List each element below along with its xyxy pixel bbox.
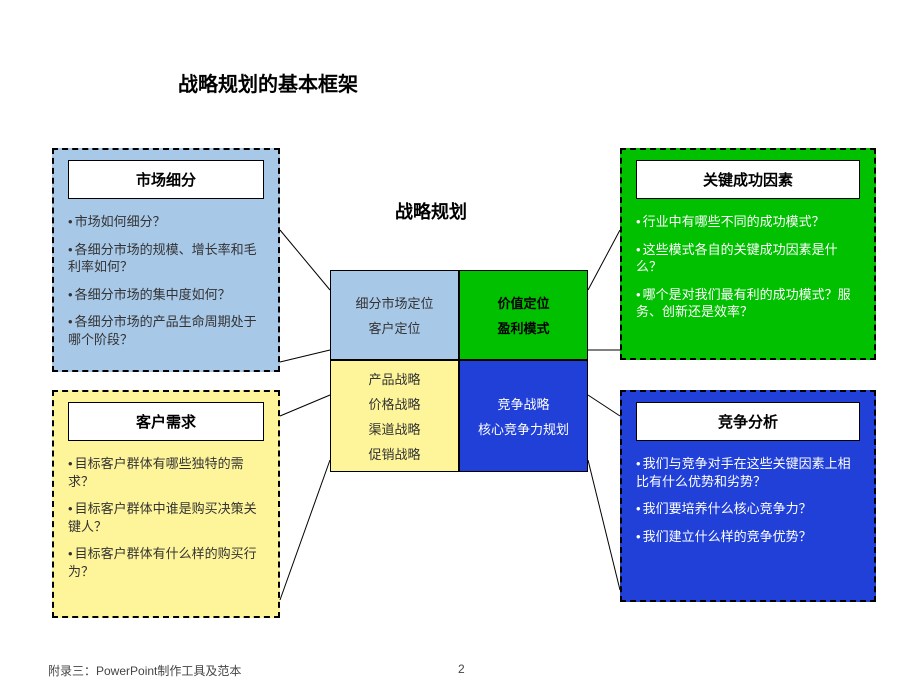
- list-item: 各细分市场的规模、增长率和毛利率如何？: [68, 241, 264, 276]
- center-title: 战略规划: [395, 198, 467, 224]
- list-item: 我们要培养什么核心竞争力？: [636, 500, 860, 518]
- matrix: 细分市场定位客户定位 价值定位盈利模式 产品战略价格战略渠道战略促销战略 竞争战…: [330, 270, 588, 472]
- quad-line: 客户定位: [368, 318, 420, 337]
- quad-tl: 细分市场定位客户定位: [330, 270, 459, 360]
- box-bottom-right-title: 竞争分析: [636, 402, 860, 441]
- box-bottom-left-body: 目标客户群体有哪些独特的需求？ 目标客户群体中谁是购买决策关键人？ 目标客户群体有什…: [54, 449, 278, 600]
- quad-line: 盈利模式: [497, 318, 549, 337]
- box-bottom-right: 竞争分析 我们与竞争对手在这些关键因素上相比有什么优势和劣势？ 我们要培养什么核心…: [620, 390, 876, 602]
- quad-line: 促销战略: [368, 444, 420, 463]
- list-item: 行业中有哪些不同的成功模式？: [636, 213, 860, 231]
- box-top-right-body: 行业中有哪些不同的成功模式？ 这些模式各自的关键成功因素是什么？ 哪个是对我们最有利…: [622, 207, 874, 341]
- box-top-right-title: 关键成功因素: [636, 160, 860, 199]
- list-item: 市场如何细分？: [68, 213, 264, 231]
- quad-tr: 价值定位盈利模式: [459, 270, 588, 360]
- quad-line: 竞争战略: [497, 394, 549, 413]
- slide-title: 战略规划的基本框架: [178, 68, 358, 97]
- box-top-right: 关键成功因素 行业中有哪些不同的成功模式？ 这些模式各自的关键成功因素是什么？ 哪个…: [620, 148, 876, 360]
- quad-line: 渠道战略: [368, 419, 420, 438]
- quad-line: 细分市场定位: [355, 293, 433, 312]
- box-bottom-right-body: 我们与竞争对手在这些关键因素上相比有什么优势和劣势？ 我们要培养什么核心竞争力？ 我…: [622, 449, 874, 565]
- list-item: 哪个是对我们最有利的成功模式？服务、创新还是效率？: [636, 286, 860, 321]
- quad-line: 价格战略: [368, 394, 420, 413]
- list-item: 目标客户群体有哪些独特的需求？: [68, 455, 264, 490]
- quad-line: 核心竞争力规划: [478, 419, 569, 438]
- box-bottom-left-title: 客户需求: [68, 402, 264, 441]
- quad-br: 竞争战略核心竞争力规划: [459, 360, 588, 472]
- list-item: 各细分市场的集中度如何？: [68, 286, 264, 304]
- box-top-left-title: 市场细分: [68, 160, 264, 199]
- list-item: 我们与竞争对手在这些关键因素上相比有什么优势和劣势？: [636, 455, 860, 490]
- quad-line: 价值定位: [497, 293, 549, 312]
- list-item: 这些模式各自的关键成功因素是什么？: [636, 241, 860, 276]
- list-item: 目标客户群体中谁是购买决策关键人？: [68, 500, 264, 535]
- list-item: 目标客户群体有什么样的购买行为？: [68, 545, 264, 580]
- list-item: 各细分市场的产品生命周期处于哪个阶段？: [68, 313, 264, 348]
- list-item: 我们建立什么样的竞争优势？: [636, 528, 860, 546]
- quad-line: 产品战略: [368, 369, 420, 388]
- footer-page: 2: [458, 662, 465, 676]
- box-bottom-left: 客户需求 目标客户群体有哪些独特的需求？目标客户群体中谁是购买决策关键人？目标客…: [52, 390, 280, 618]
- quad-bl: 产品战略价格战略渠道战略促销战略: [330, 360, 459, 472]
- box-top-left-body: 市场如何细分？ 各细分市场的规模、增长率和毛利率如何？ 各细分市场的集中度如何？ 各细…: [54, 207, 278, 368]
- footer-left: 附录三：PowerPoint制作工具及范本: [48, 662, 241, 679]
- box-top-left: 市场细分 市场如何细分？ 各细分市场的规模、增长率和毛利率如何？ 各细分市场的集中度…: [52, 148, 280, 372]
